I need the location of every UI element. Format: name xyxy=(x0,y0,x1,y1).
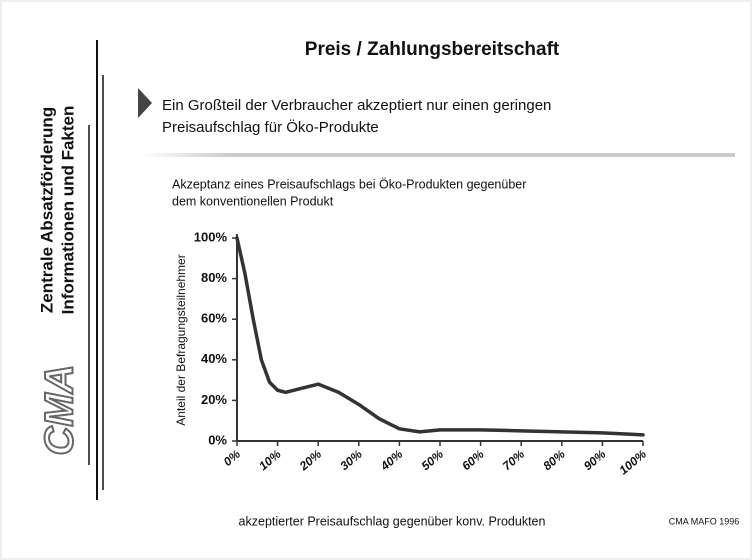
x-axis-label: akzeptierter Preisaufschlag gegenüber ko… xyxy=(239,514,546,528)
y-tick-label: 20% xyxy=(201,392,227,407)
separator xyxy=(140,153,735,157)
bullet-text: Ein Großteil der Verbraucher akzeptiert … xyxy=(162,97,551,114)
y-tick-label: 80% xyxy=(201,270,227,285)
bullet-icon xyxy=(138,88,152,118)
y-tick-label: 60% xyxy=(201,311,227,326)
chart-title: dem konventionellen Produkt xyxy=(172,194,334,208)
slide-title: Preis / Zahlungsbereitschaft xyxy=(305,39,560,60)
chart-title: Akzeptanz eines Preisaufschlags bei Öko-… xyxy=(172,177,526,191)
logo: CMA xyxy=(38,364,82,455)
sidebar-text: Informationen und Fakten xyxy=(58,106,77,315)
y-tick-label: 100% xyxy=(194,229,228,244)
y-axis-label: Anteil der Befragungsteilnehmer xyxy=(174,254,188,425)
sidebar-text: Zentrale Absatzförderung xyxy=(37,107,56,313)
y-tick-label: 40% xyxy=(201,351,227,366)
y-tick-label: 0% xyxy=(208,432,227,447)
data-line xyxy=(235,236,645,437)
bullet-text: Preisaufschlag für Öko-Produkte xyxy=(162,118,379,136)
source: CMA MAFO 1996 xyxy=(669,516,740,526)
